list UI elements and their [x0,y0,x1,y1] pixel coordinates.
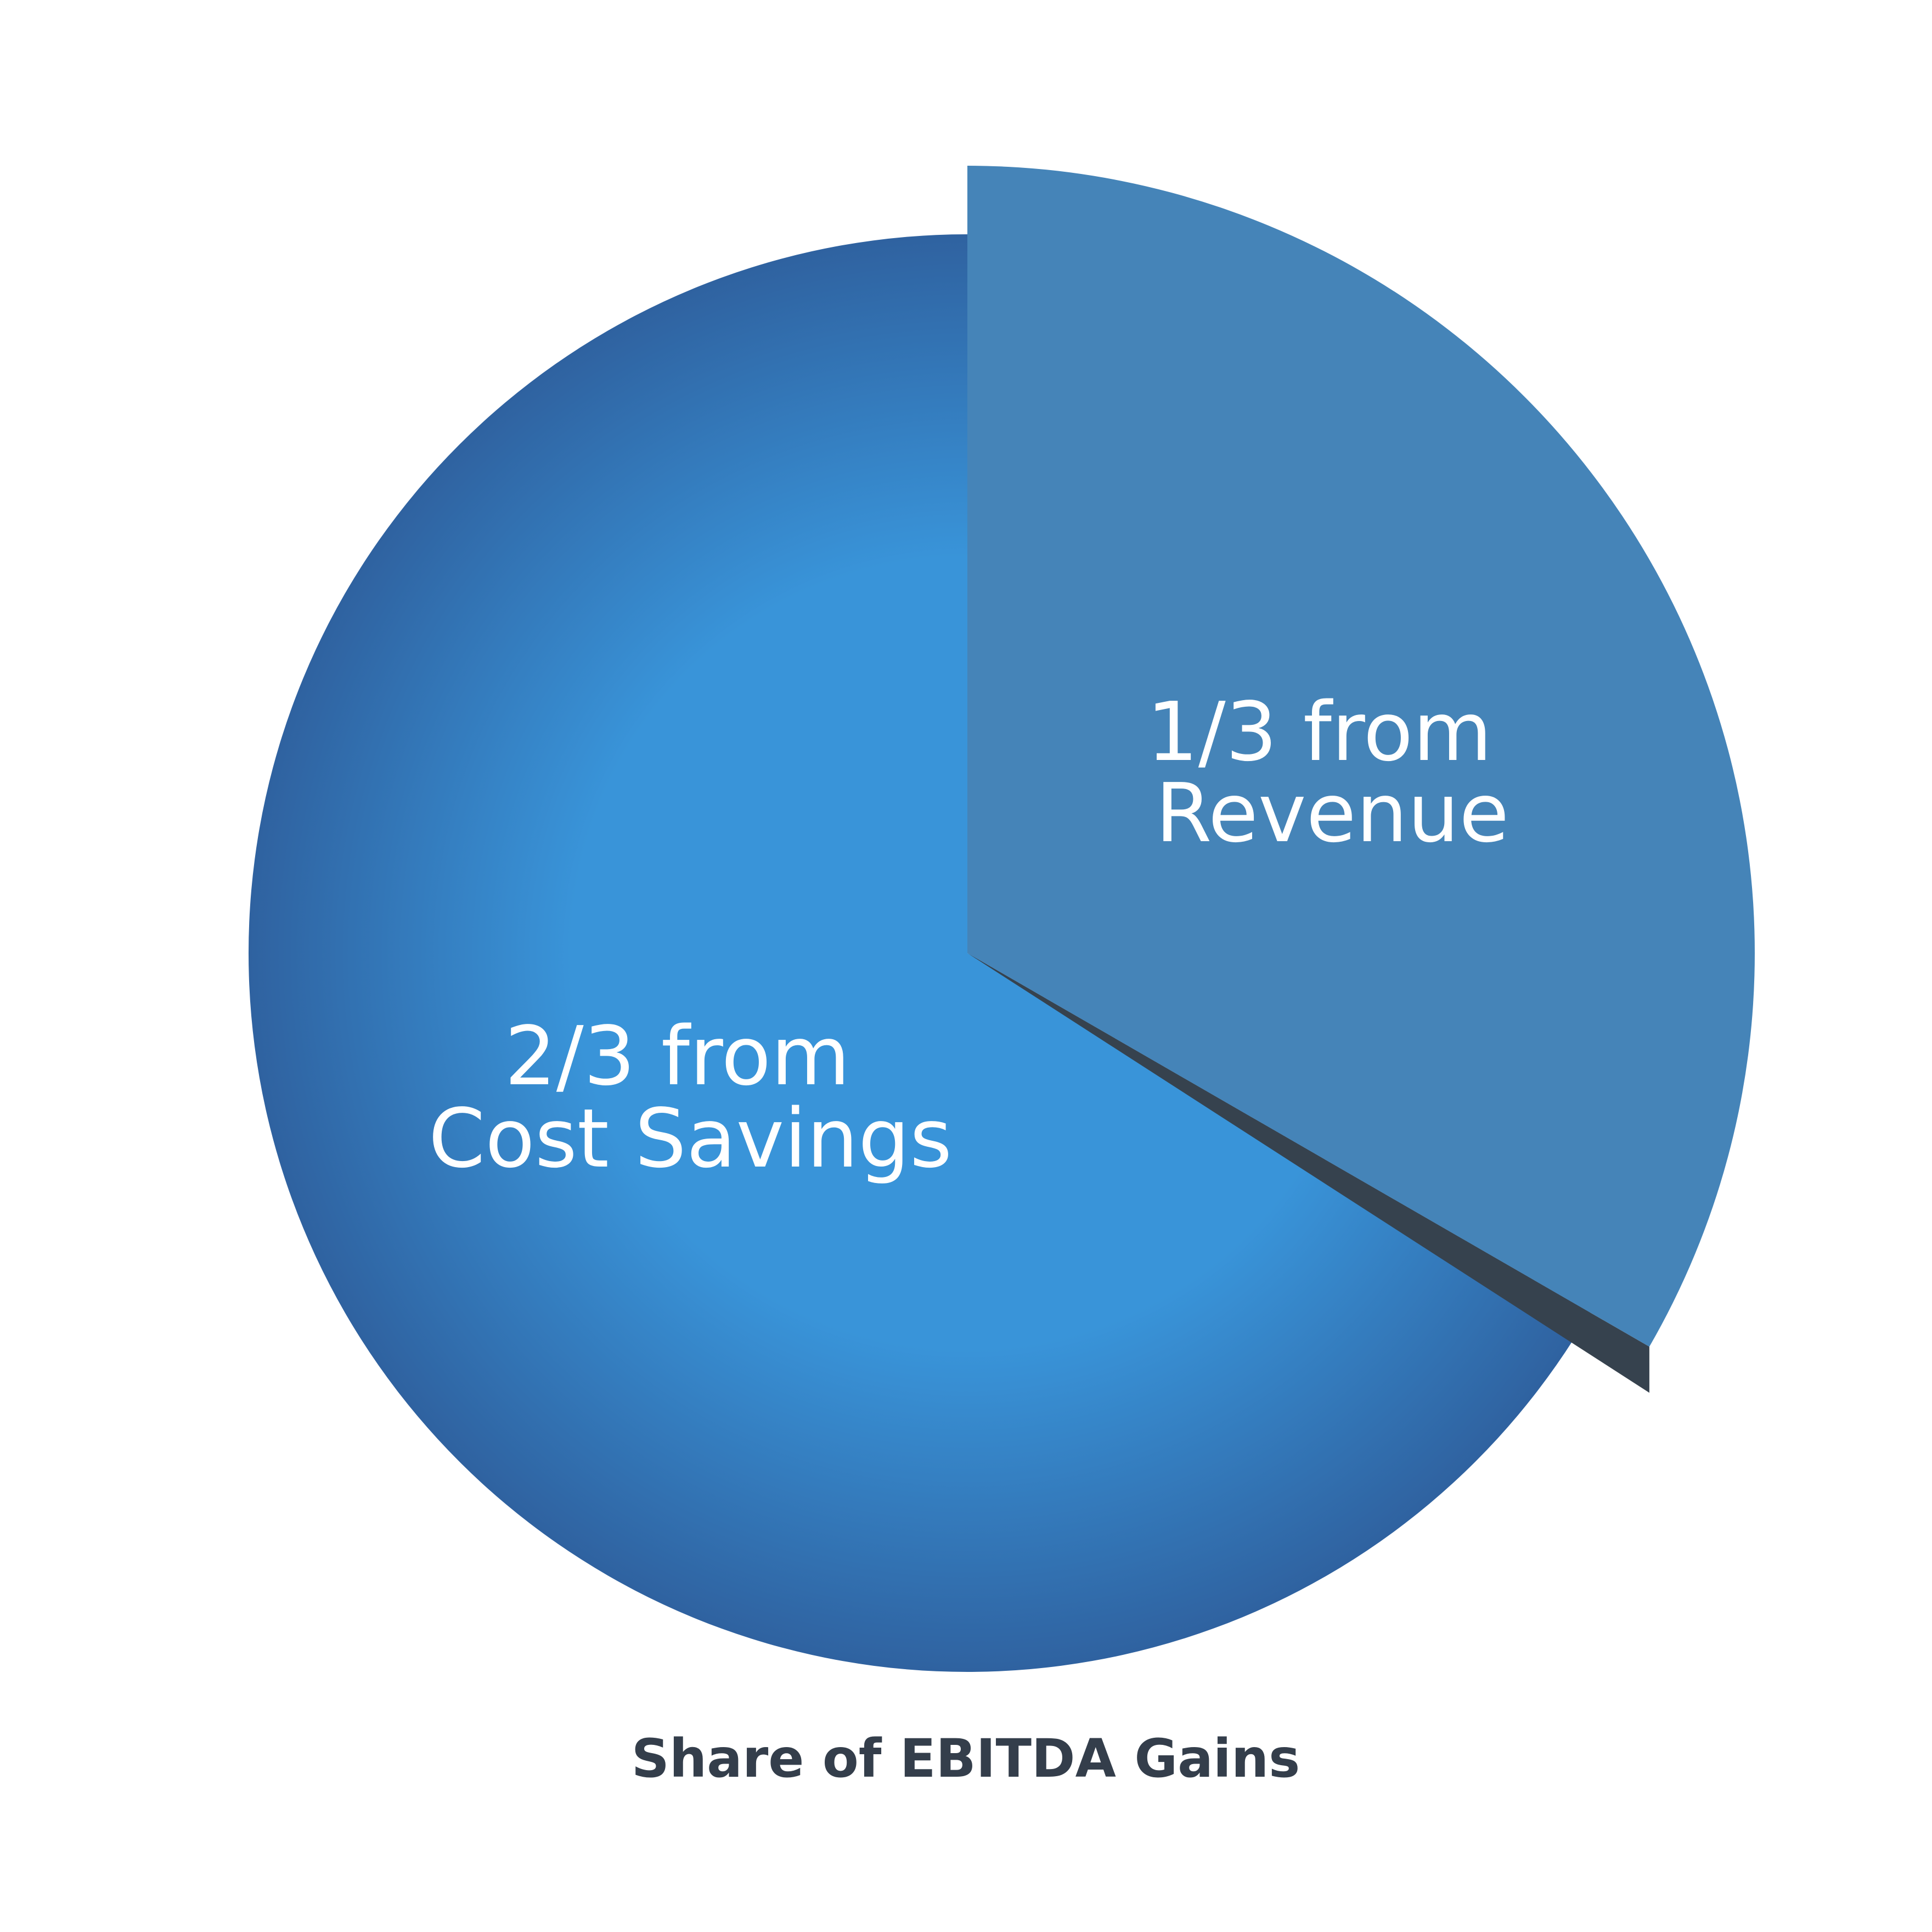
revenue-slice-shadow [967,953,1649,1393]
label-cost-savings-line-2: Cost Savings [429,1091,952,1186]
label-revenue-line-1: 1/3 from [1147,685,1492,779]
label-cost-savings-line-1: 2/3 from [505,1009,850,1103]
label-revenue: 1/3 from Revenue [1147,685,1518,860]
pie-slice-cost-savings [249,234,1590,1672]
chart-title: Share of EBITDA Gains [632,1728,1300,1789]
label-revenue-line-2: Revenue [1156,766,1509,860]
label-cost-savings: 2/3 from Cost Savings [429,1009,952,1186]
pie-slice-revenue [967,166,1755,1347]
